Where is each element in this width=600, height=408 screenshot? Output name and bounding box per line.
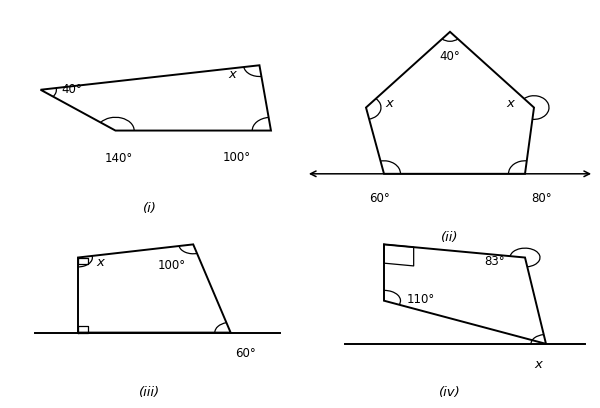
Text: x: x — [228, 68, 236, 81]
Text: x: x — [535, 358, 542, 371]
Text: 80°: 80° — [531, 191, 552, 204]
Text: x: x — [386, 98, 394, 111]
Text: 110°: 110° — [407, 293, 435, 306]
Text: (i): (i) — [143, 202, 157, 215]
Text: (iv): (iv) — [439, 386, 461, 399]
Text: x: x — [97, 256, 104, 269]
Text: (ii): (ii) — [441, 231, 459, 244]
Text: 100°: 100° — [158, 259, 185, 273]
Text: 60°: 60° — [369, 191, 390, 204]
Text: 60°: 60° — [235, 347, 256, 360]
Text: (iii): (iii) — [139, 386, 161, 399]
Text: 40°: 40° — [61, 83, 82, 96]
Text: 40°: 40° — [440, 50, 460, 62]
Text: x: x — [506, 98, 515, 111]
Text: 100°: 100° — [223, 151, 250, 164]
Text: 140°: 140° — [104, 152, 133, 165]
Text: 83°: 83° — [485, 255, 505, 268]
